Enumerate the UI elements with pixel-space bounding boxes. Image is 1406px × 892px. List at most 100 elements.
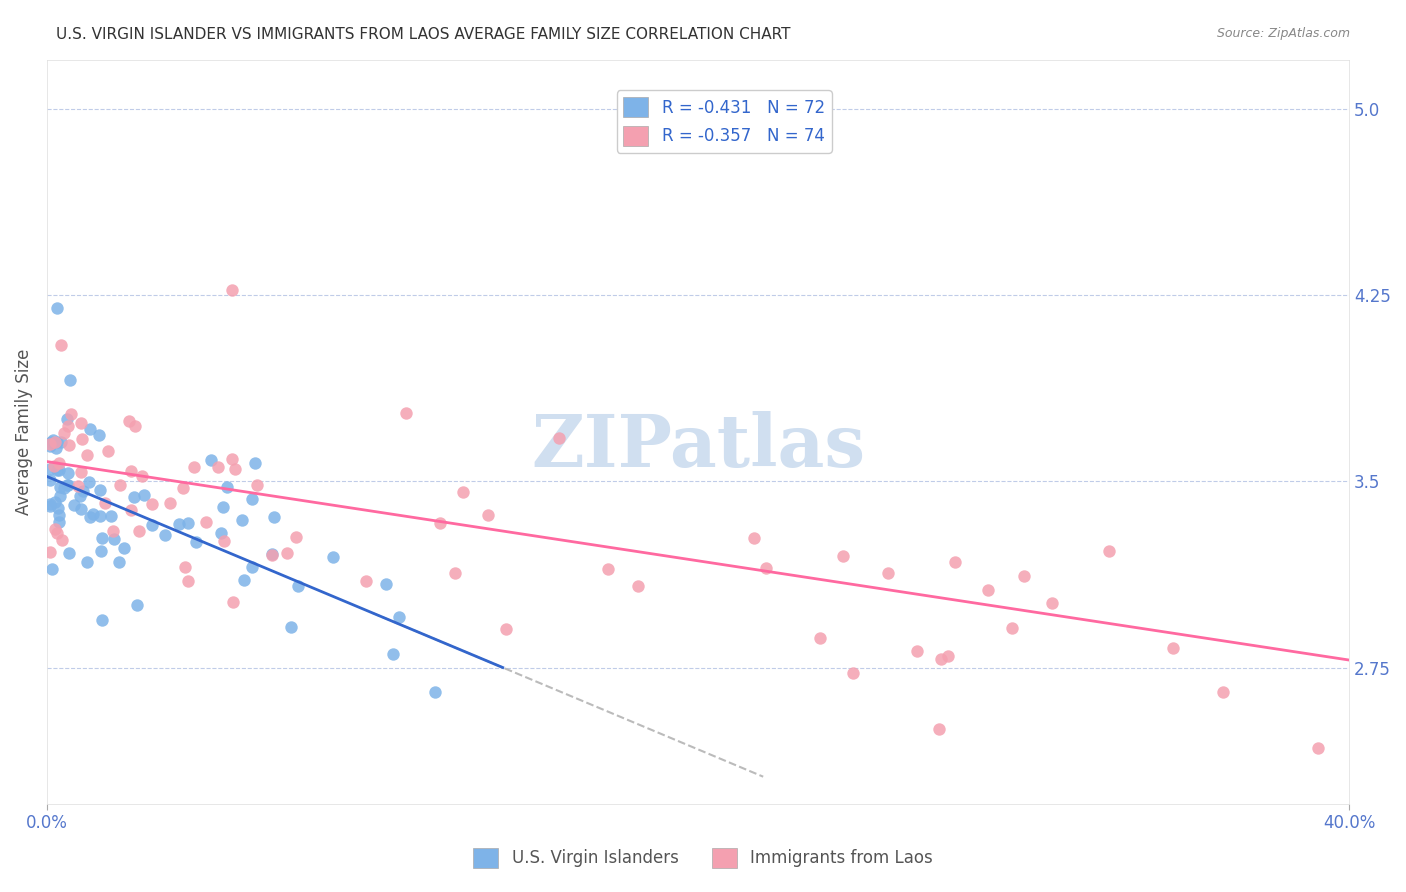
Point xyxy=(221,451,243,466)
Point xyxy=(194,515,217,529)
Point xyxy=(60,407,83,421)
Point xyxy=(49,434,72,449)
Point xyxy=(233,574,256,588)
Point xyxy=(387,610,409,624)
Point xyxy=(124,419,146,434)
Point xyxy=(108,555,131,569)
Point xyxy=(354,574,377,589)
Point xyxy=(59,373,82,387)
Legend: R = -0.431   N = 72, R = -0.357   N = 74: R = -0.431 N = 72, R = -0.357 N = 74 xyxy=(617,90,831,153)
Point xyxy=(132,488,155,502)
Point xyxy=(200,452,222,467)
Point xyxy=(276,545,298,559)
Point xyxy=(141,517,163,532)
Point xyxy=(108,478,131,492)
Point xyxy=(69,416,91,430)
Point xyxy=(101,524,124,539)
Point xyxy=(56,412,79,426)
Point xyxy=(39,439,62,453)
Point xyxy=(423,685,446,699)
Point xyxy=(280,619,302,633)
Point xyxy=(89,508,111,523)
Point xyxy=(429,516,451,530)
Point xyxy=(1098,543,1121,558)
Point xyxy=(322,549,344,564)
Point xyxy=(124,490,146,504)
Y-axis label: Average Family Size: Average Family Size xyxy=(15,349,32,515)
Point xyxy=(97,444,120,458)
Point xyxy=(212,500,235,514)
Point xyxy=(90,532,112,546)
Point xyxy=(69,465,91,479)
Point xyxy=(45,463,67,477)
Point xyxy=(395,406,418,420)
Point xyxy=(112,541,135,556)
Point xyxy=(159,495,181,509)
Point xyxy=(1012,569,1035,583)
Point xyxy=(246,477,269,491)
Point xyxy=(89,483,111,498)
Point xyxy=(42,434,65,448)
Point xyxy=(48,508,70,522)
Point xyxy=(125,598,148,612)
Point xyxy=(39,436,62,450)
Point xyxy=(755,560,778,574)
Point xyxy=(69,489,91,503)
Point xyxy=(39,435,62,450)
Point xyxy=(207,460,229,475)
Point xyxy=(808,631,831,645)
Point xyxy=(263,509,285,524)
Text: Source: ZipAtlas.com: Source: ZipAtlas.com xyxy=(1216,27,1350,40)
Point xyxy=(547,431,569,445)
Point xyxy=(240,559,263,574)
Point xyxy=(215,480,238,494)
Point xyxy=(90,544,112,558)
Point xyxy=(51,533,73,547)
Point xyxy=(176,516,198,531)
Point xyxy=(46,501,69,516)
Point xyxy=(82,508,104,522)
Point xyxy=(42,458,65,473)
Point xyxy=(153,527,176,541)
Point xyxy=(72,483,94,498)
Point xyxy=(842,666,865,681)
Point xyxy=(56,478,79,492)
Point xyxy=(381,647,404,661)
Point xyxy=(51,338,73,352)
Point xyxy=(936,649,959,664)
Point xyxy=(89,428,111,442)
Point xyxy=(177,574,200,588)
Point xyxy=(39,462,62,476)
Point xyxy=(598,562,620,576)
Point xyxy=(45,434,67,449)
Point xyxy=(1001,621,1024,635)
Point xyxy=(48,456,70,470)
Point xyxy=(52,425,75,440)
Point xyxy=(1212,685,1234,699)
Point xyxy=(477,508,499,523)
Point xyxy=(128,524,150,538)
Point xyxy=(49,489,72,503)
Point xyxy=(77,475,100,489)
Text: ZIPatlas: ZIPatlas xyxy=(531,411,865,483)
Point xyxy=(44,435,66,450)
Point xyxy=(39,545,62,559)
Point xyxy=(240,492,263,507)
Point xyxy=(56,467,79,481)
Point xyxy=(44,522,66,536)
Point xyxy=(117,414,139,428)
Point xyxy=(832,549,855,563)
Point xyxy=(214,533,236,548)
Point xyxy=(48,515,70,529)
Point xyxy=(943,555,966,569)
Point xyxy=(231,513,253,527)
Point xyxy=(79,422,101,436)
Point xyxy=(120,465,142,479)
Point xyxy=(39,499,62,513)
Point xyxy=(70,502,93,516)
Point xyxy=(131,468,153,483)
Point xyxy=(186,534,208,549)
Point xyxy=(877,566,900,580)
Point xyxy=(243,456,266,470)
Point xyxy=(76,555,98,569)
